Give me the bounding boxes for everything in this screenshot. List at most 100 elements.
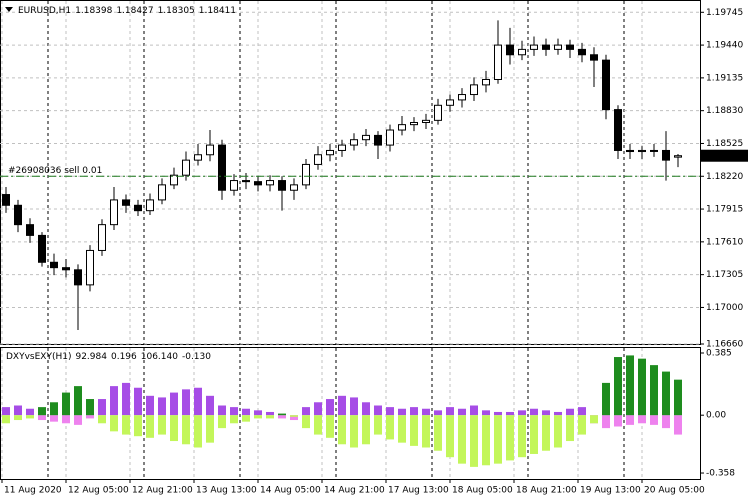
histogram-bar xyxy=(506,411,514,416)
histogram-bar xyxy=(38,415,46,421)
histogram-bar xyxy=(530,408,538,416)
histogram-bar xyxy=(398,408,406,416)
histogram-bar xyxy=(170,415,178,442)
x-tick-label: 14 Aug 21:00 xyxy=(324,486,385,496)
histogram-bar xyxy=(518,410,526,416)
y-tick-label: 1.17915 xyxy=(706,205,743,215)
histogram-bar xyxy=(662,371,670,416)
candle-body xyxy=(626,149,634,153)
histogram-bar xyxy=(638,358,646,416)
histogram-bar xyxy=(158,397,166,416)
histogram-bar xyxy=(422,408,430,416)
histogram-bar xyxy=(122,382,130,416)
candle-body xyxy=(62,267,70,271)
histogram-bar xyxy=(602,382,610,416)
y-tick-label: 0.385 xyxy=(706,349,732,359)
candle-body xyxy=(182,159,190,176)
histogram-bar xyxy=(326,399,334,416)
histogram-bar xyxy=(50,402,58,416)
histogram-bar xyxy=(626,415,634,425)
order-label: #26908036 sell 0.01 xyxy=(8,166,102,176)
histogram-bar xyxy=(374,415,382,435)
histogram-bar xyxy=(98,415,106,424)
candle-body xyxy=(662,149,670,161)
histogram-bar xyxy=(434,410,442,416)
histogram-bar xyxy=(338,415,346,445)
histogram-bar xyxy=(314,402,322,416)
histogram-bar xyxy=(170,392,178,416)
histogram-bar xyxy=(242,408,250,416)
histogram-bar xyxy=(542,415,550,451)
histogram-bar xyxy=(554,415,562,448)
histogram-bar xyxy=(50,415,58,422)
y-tick-label: 1.16660 xyxy=(706,340,743,350)
y-tick-label: 1.18220 xyxy=(706,172,743,182)
histogram-bar xyxy=(338,395,346,416)
histogram-bar xyxy=(542,410,550,416)
histogram-bar xyxy=(302,407,310,416)
candle-body xyxy=(422,119,430,124)
histogram-bar xyxy=(554,411,562,416)
histogram-bar xyxy=(278,415,286,419)
indicator-readout: 92.984 xyxy=(75,352,107,362)
histogram-bar xyxy=(458,408,466,416)
candle-body xyxy=(98,224,106,251)
histogram-bar xyxy=(230,415,238,424)
histogram-bar xyxy=(530,415,538,454)
x-tick-label: 12 Aug 21:00 xyxy=(132,486,193,496)
y-tick-label: 1.19440 xyxy=(706,41,743,51)
candle-body xyxy=(614,109,622,151)
candle-body xyxy=(458,94,466,101)
histogram-bar xyxy=(494,411,502,416)
histogram-bar xyxy=(590,415,598,424)
candle-body xyxy=(338,144,346,151)
histogram-bar xyxy=(98,399,106,416)
histogram-bar xyxy=(122,415,130,435)
symbol: EURUSD,H1 xyxy=(18,6,71,16)
histogram-bar xyxy=(218,415,226,429)
candle-body xyxy=(14,204,22,226)
histogram-bar xyxy=(158,415,166,435)
histogram-bar xyxy=(566,415,574,442)
x-tick-label: 12 Aug 05:00 xyxy=(68,486,129,496)
histogram-bar xyxy=(110,415,118,432)
histogram-bar xyxy=(254,415,262,419)
ohlc-readout: 1.18427 xyxy=(116,6,153,16)
histogram-bar xyxy=(494,415,502,464)
histogram-bar xyxy=(446,407,454,416)
candle-body xyxy=(518,48,526,56)
y-tick-label: 0.00 xyxy=(706,411,726,421)
current-price-box xyxy=(701,149,748,162)
indicator-title: DXYvsEXY(H1) xyxy=(6,352,71,362)
y-tick-label: 1.17610 xyxy=(706,237,743,247)
candle-body xyxy=(482,78,490,86)
histogram-bar xyxy=(266,411,274,416)
histogram-bar xyxy=(194,387,202,416)
candle-body xyxy=(2,194,10,206)
histogram-bar xyxy=(290,415,298,417)
candle-body xyxy=(266,180,274,186)
candle-body xyxy=(134,204,142,212)
histogram-bar xyxy=(674,379,682,416)
histogram-bar xyxy=(326,415,334,438)
histogram-bar xyxy=(434,415,442,451)
histogram-bar xyxy=(482,410,490,416)
histogram-bar xyxy=(302,415,310,429)
histogram-bar xyxy=(26,415,34,419)
candle-body xyxy=(218,144,226,191)
candle-body xyxy=(470,84,478,96)
histogram-bar xyxy=(62,392,70,416)
candle-body xyxy=(86,249,94,286)
histogram-bar xyxy=(518,415,526,458)
candle-body xyxy=(38,234,46,263)
main-pane xyxy=(0,0,701,345)
candle-body xyxy=(386,129,394,146)
y-tick-label: -0.358 xyxy=(706,469,735,479)
histogram-bar xyxy=(578,407,586,416)
histogram-bar xyxy=(458,415,466,464)
histogram-bar xyxy=(254,410,262,416)
candle-body xyxy=(590,54,598,61)
candle-body xyxy=(158,184,166,201)
y-tick-label: 1.18525 xyxy=(706,139,743,149)
candle-body xyxy=(122,199,130,206)
